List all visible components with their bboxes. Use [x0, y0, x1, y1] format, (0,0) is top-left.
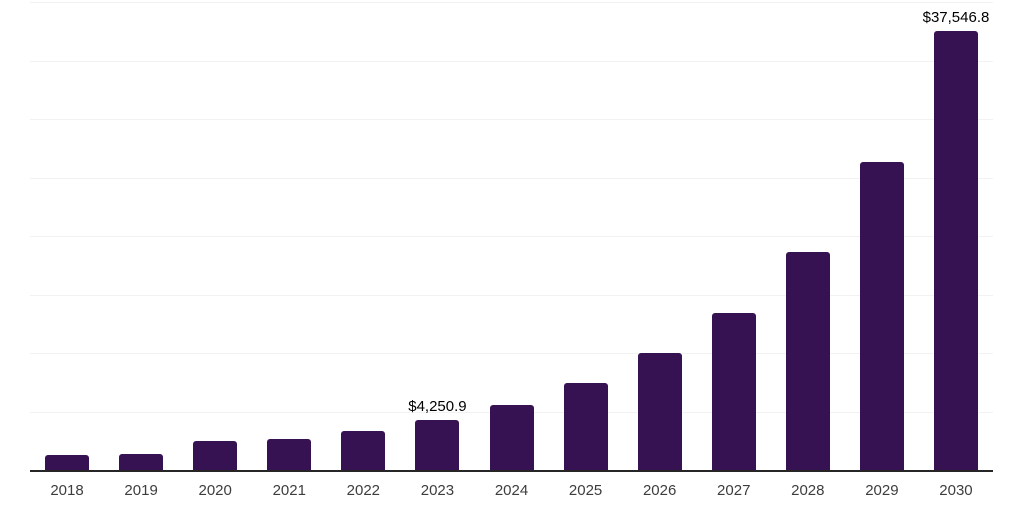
x-tick-label-2028: 2028 [791, 482, 825, 499]
bar-2024 [489, 405, 534, 470]
bar-slot-2027 [697, 2, 771, 470]
bar-value-label-2023: $4,250.9 [408, 398, 467, 416]
gridline-40000 [30, 2, 993, 3]
gridline-25000 [30, 177, 993, 179]
bar-slot-2023: $4,250.9 [400, 2, 474, 470]
bar-2025 [563, 382, 608, 470]
x-tick-label-2025: 2025 [568, 482, 603, 499]
x-tick-label-2020: 2020 [198, 482, 232, 499]
gridline-20000 [30, 236, 993, 237]
bar-slot-2024 [474, 2, 548, 470]
bar-slot-2022 [326, 2, 400, 470]
x-tick-label-2024: 2024 [494, 482, 529, 499]
x-axis: 2018 2019 2020 2021 2022 2023 2024 2025 2026 2027… [30, 480, 993, 501]
bar-2030: $37,546.8 [923, 10, 989, 470]
bar-2018 [45, 454, 90, 470]
bar-2026 [637, 353, 682, 470]
bar-slot-2028 [771, 2, 845, 470]
x-tick-label-2021: 2021 [272, 482, 306, 499]
bar-slot-2020 [178, 2, 252, 470]
bar-2023: $4,250.9 [408, 399, 467, 470]
x-tick-label-2026: 2026 [642, 482, 677, 499]
bar-2019 [119, 453, 164, 470]
bars-layer: $4,250.9 $37,546.8 [30, 2, 993, 470]
bar-slot-2021 [252, 2, 326, 470]
bar-2021 [267, 438, 312, 470]
bar-value-label-2030: $37,546.8 [922, 8, 990, 26]
bar-2022 [341, 431, 386, 470]
plot-area: $4,250.9 $37,546.8 [30, 2, 993, 472]
bar-2027 [711, 312, 756, 470]
gridline-35000 [30, 60, 993, 62]
x-tick-label-2019: 2019 [124, 482, 158, 499]
x-tick-label-2023: 2023 [420, 482, 455, 499]
bar-2029 [859, 161, 904, 470]
bar-slot-2030: $37,546.8 [919, 2, 993, 470]
gridline-10000 [30, 353, 993, 354]
x-tick-label-2018: 2018 [50, 482, 84, 499]
bar-2020 [193, 440, 238, 470]
bar-slot-2029 [845, 2, 919, 470]
x-tick-label-2030: 2030 [939, 482, 973, 499]
gridline-30000 [30, 119, 993, 120]
x-tick-label-2027: 2027 [717, 482, 751, 499]
bar-2028 [785, 251, 830, 470]
x-tick-label-2022: 2022 [346, 482, 381, 499]
bar-slot-2025 [549, 2, 623, 470]
bar-slot-2018 [30, 2, 104, 470]
gridline-15000 [30, 294, 993, 296]
x-tick-label-2029: 2029 [865, 482, 899, 499]
bar-slot-2019 [104, 2, 178, 470]
bar-slot-2026 [623, 2, 697, 470]
